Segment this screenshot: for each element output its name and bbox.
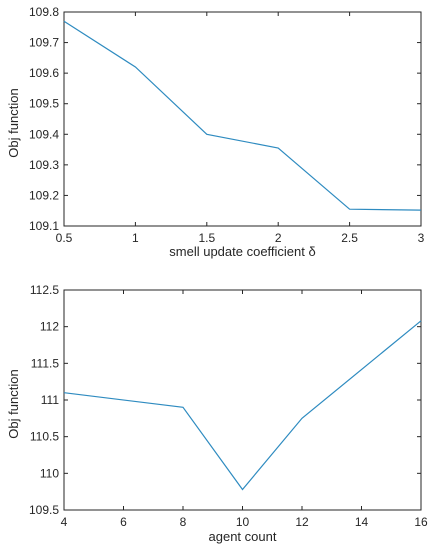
x-tick-label: 8 — [180, 515, 187, 529]
x-tick-label: 0.5 — [56, 231, 73, 245]
y-tick-label: 109.5 — [29, 97, 59, 111]
chart-agent-count: 4 6 8 10 12 14 16 109.5 110 110.5 111 111.5 112 112.5… — [6, 283, 428, 544]
chart-smell-coefficient: 0.5 1 1.5 2 2.5 3 109.1 109.2 109.3 109.4 109.5 109… — [6, 5, 425, 259]
x-axis-label: agent count — [209, 529, 277, 544]
y-tick-label: 111.5 — [31, 356, 60, 370]
x-tick-label: 14 — [355, 515, 369, 529]
series-line — [63, 20, 422, 211]
y-tick-label: 109.7 — [29, 36, 59, 50]
x-tick-label: 6 — [120, 515, 127, 529]
y-tick-label: 110 — [40, 466, 59, 480]
y-tick-label: 109.2 — [29, 188, 59, 202]
x-tick-label: 1.5 — [198, 231, 215, 245]
y-tick-label: 112.5 — [30, 283, 59, 297]
x-axis-label: smell update coefficient δ — [169, 244, 315, 259]
y-tick-label: 109.5 — [29, 503, 59, 517]
x-tick-label: 1 — [132, 231, 139, 245]
y-tick-label: 111 — [41, 393, 60, 407]
y-tick-label: 112 — [40, 320, 59, 334]
x-tick-label: 16 — [414, 515, 428, 529]
series-line — [63, 320, 422, 491]
y-tick-label: 110.5 — [30, 430, 59, 444]
x-tick-label: 2.5 — [341, 231, 358, 245]
y-axis-label: Obj function — [6, 369, 21, 438]
x-tick-label: 2 — [275, 231, 282, 245]
y-tick-label: 109.6 — [29, 66, 59, 80]
x-tick-label: 10 — [236, 515, 250, 529]
y-tick-label: 109.8 — [29, 5, 59, 19]
x-tick-label: 3 — [418, 231, 425, 245]
plot-area — [63, 11, 422, 227]
y-tick-label: 109.1 — [29, 219, 59, 233]
y-axis-label: Obj function — [6, 88, 21, 157]
y-tick-label: 109.4 — [29, 127, 59, 141]
x-tick-label: 12 — [295, 515, 309, 529]
y-tick-label: 109.3 — [29, 158, 59, 172]
plot-area — [63, 289, 422, 511]
x-tick-label: 4 — [61, 515, 68, 529]
